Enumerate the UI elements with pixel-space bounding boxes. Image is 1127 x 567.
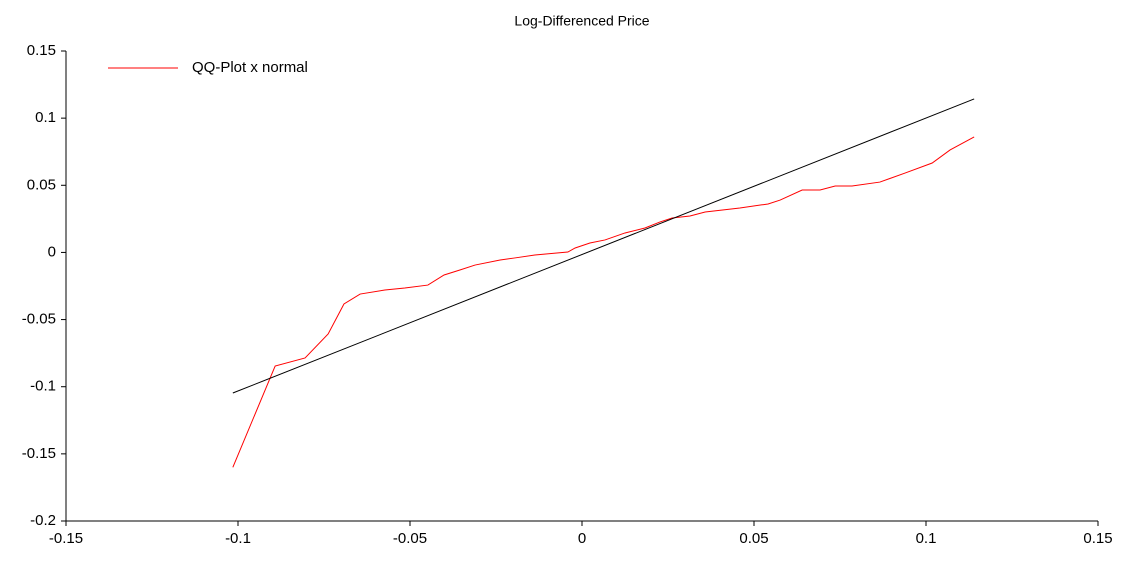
series-line [232, 136, 975, 468]
legend-label: QQ-Plot x normal [192, 59, 308, 76]
x-tick-label: -0.15 [49, 530, 83, 547]
y-tick-label: 0.1 [35, 109, 56, 126]
y-tick-label: -0.2 [30, 512, 56, 529]
y-tick-label: -0.05 [22, 311, 56, 328]
chart-title: Log-Differenced Price [514, 13, 649, 29]
y-tick-label: 0.15 [27, 42, 56, 59]
x-tick-label: 0.15 [1083, 530, 1112, 547]
x-tick-label: 0.05 [739, 530, 768, 547]
y-tick-label: 0.05 [27, 176, 56, 193]
x-tick-label: -0.1 [225, 530, 251, 547]
x-tick-label: -0.05 [393, 530, 427, 547]
y-tick-label: -0.15 [22, 445, 56, 462]
y-tick-label: 0 [48, 243, 56, 260]
series-line [232, 98, 975, 394]
x-tick-label: 0 [578, 530, 586, 547]
x-tick-label: 0.1 [916, 530, 937, 547]
y-tick-label: -0.1 [30, 378, 56, 395]
